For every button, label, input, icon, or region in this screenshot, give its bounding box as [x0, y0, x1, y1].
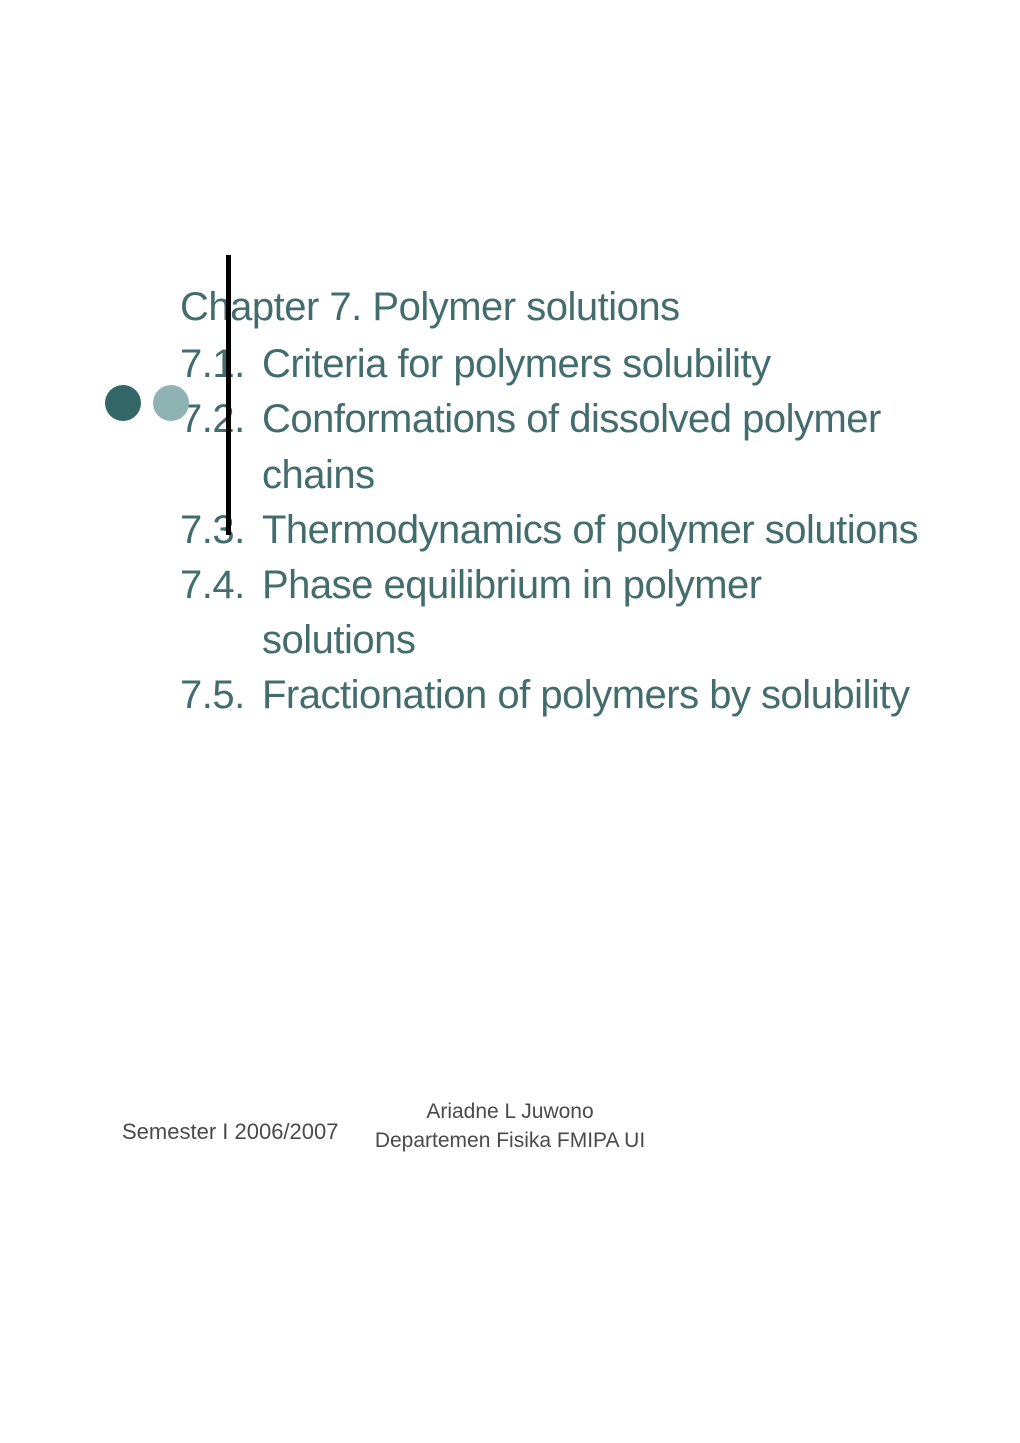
- footer-semester: Semester I 2006/2007: [122, 1119, 338, 1145]
- section-number: 7.4.: [180, 558, 262, 668]
- section-text: Criteria for polymers solubility: [262, 337, 920, 392]
- footer-author-name: Ariadne L Juwono: [375, 1098, 645, 1126]
- bullet-circle-dark: [105, 385, 141, 421]
- footer-department: Departemen Fisika FMIPA UI: [375, 1127, 645, 1155]
- slide-content: Chapter 7. Polymer solutions 7.1. Criter…: [180, 280, 920, 724]
- section-text: Phase equilibrium in polymer solutions: [262, 558, 920, 668]
- chapter-title: Chapter 7. Polymer solutions: [180, 280, 920, 335]
- presentation-slide: Chapter 7. Polymer solutions 7.1. Criter…: [0, 0, 1020, 1443]
- section-item: 7.4. Phase equilibrium in polymer soluti…: [180, 558, 920, 668]
- section-text: Fractionation of polymers by solubility: [262, 668, 920, 723]
- section-number: 7.5.: [180, 668, 262, 723]
- footer-author: Ariadne L Juwono Departemen Fisika FMIPA…: [375, 1098, 645, 1155]
- section-text: Thermodynamics of polymer solutions: [262, 503, 920, 558]
- vertical-divider-line: [226, 255, 231, 535]
- section-text: Conformations of dissolved polymer chain…: [262, 392, 920, 502]
- bullet-decoration: [105, 385, 189, 421]
- section-item: 7.1. Criteria for polymers solubility: [180, 337, 920, 392]
- section-item: 7.2. Conformations of dissolved polymer …: [180, 392, 920, 502]
- section-item: 7.3. Thermodynamics of polymer solutions: [180, 503, 920, 558]
- section-number: 7.3.: [180, 503, 262, 558]
- section-number: 7.1.: [180, 337, 262, 392]
- bullet-circle-light: [153, 385, 189, 421]
- section-item: 7.5. Fractionation of polymers by solubi…: [180, 668, 920, 723]
- section-number: 7.2.: [180, 392, 262, 502]
